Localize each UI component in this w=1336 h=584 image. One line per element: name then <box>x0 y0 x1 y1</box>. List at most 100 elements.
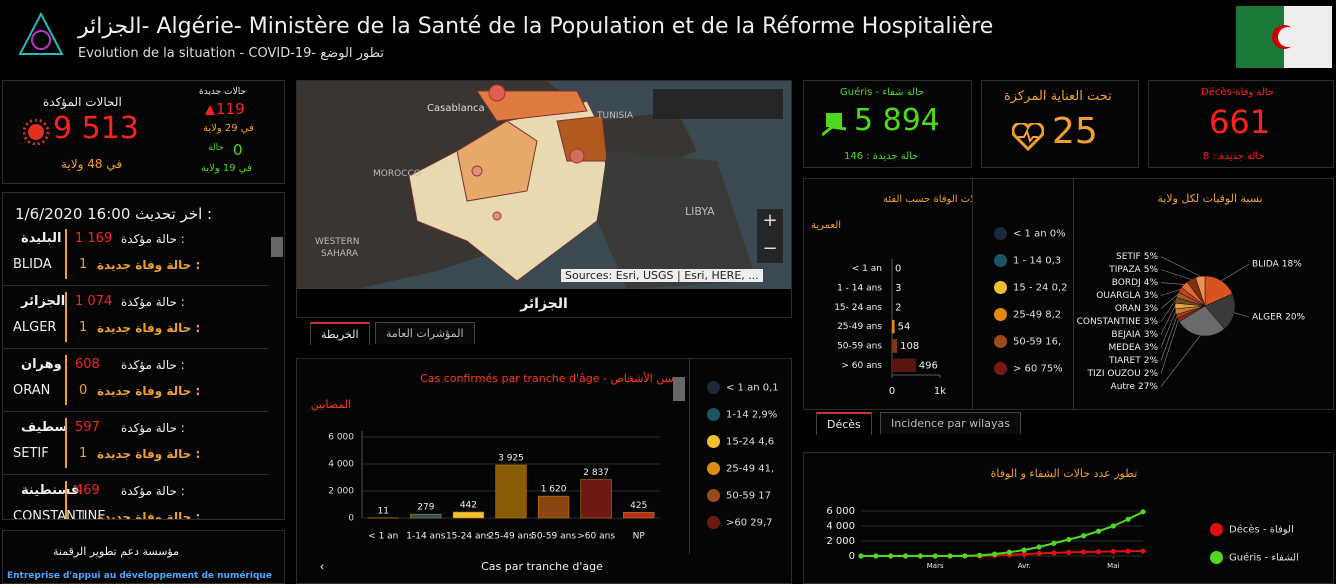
new-deaths: 0 <box>79 383 88 398</box>
scrollbar[interactable] <box>673 377 685 401</box>
point <box>1095 528 1102 534</box>
cases-label: حالة مؤكدة : <box>121 421 185 435</box>
wilaya-fr: ALGER <box>13 320 57 335</box>
legend-swatch <box>707 489 720 502</box>
y-tick-label: < 1 an <box>852 264 882 274</box>
cases: 597 <box>75 420 100 435</box>
legend-label: < 1 an 0,1 <box>726 382 779 394</box>
recovered-value: 5 894 <box>854 103 940 138</box>
point <box>1066 536 1072 543</box>
wilaya-ar: سطيف <box>21 420 68 435</box>
header: الجزائر- Algérie- Ministère de la Santé … <box>0 0 1336 72</box>
deaths-new: حالة جديدة : 8 <box>1203 151 1265 162</box>
bar <box>580 479 612 519</box>
value-label: 279 <box>417 503 434 513</box>
legend-item: 50-59 17 <box>707 489 771 502</box>
x-label: Cas par tranche d'age <box>481 560 603 573</box>
legend-swatch <box>994 281 1007 294</box>
deaths-label: حالة وفاة جديدة : <box>97 384 201 398</box>
legend-item: 25-49 41, <box>707 462 774 475</box>
leader <box>1234 312 1250 318</box>
legend-swatch <box>1210 551 1223 564</box>
deaths-panel: Décès-حالة وفاة 661 حالة جديدة : 8 <box>1148 80 1334 168</box>
title: الجزائر- Algérie- Ministère de la Santé … <box>78 14 994 39</box>
death-age-chart: حالات الوفاة حسب الفئة العمرية 0 1k 0 < 1 a… <box>811 194 972 397</box>
x-tick-label: Avr. <box>1018 562 1031 570</box>
legend-label: 50-59 16, <box>1013 336 1062 348</box>
legend-item: 25-49 8,2 <box>994 308 1061 321</box>
age-chart: Cas confirmés par tranche d'âge - سن الأ… <box>311 371 770 574</box>
leader <box>1160 269 1192 280</box>
slice-label: BLIDA <box>1252 260 1280 270</box>
slice-label: ORAN <box>1115 304 1141 314</box>
new-deaths-value: 0 <box>233 141 243 159</box>
bar <box>892 358 916 373</box>
tab[interactable]: الخريطة <box>310 322 370 345</box>
point <box>1110 523 1116 529</box>
slice-value: 5% <box>1144 252 1159 262</box>
x-tick-label: 1k <box>934 386 946 397</box>
value-label: 3 <box>895 283 901 294</box>
point <box>888 553 894 559</box>
leader <box>1160 335 1201 387</box>
recovered-label: Guéris - حالة شفاء <box>840 87 925 98</box>
y-tick-label: 0 <box>849 551 855 562</box>
bar <box>410 513 442 519</box>
legend-swatch <box>1210 523 1223 536</box>
legend-swatch <box>707 462 720 475</box>
slice-value: 2% <box>1144 369 1159 379</box>
legend-swatch <box>707 435 720 448</box>
legend-swatch <box>994 308 1007 321</box>
wilaya-ar: الجزائر <box>21 294 66 309</box>
y-tick-label: 2 000 <box>328 487 354 497</box>
tab[interactable]: المؤشرات العامة <box>375 322 475 344</box>
map-label: Casablanca <box>427 103 485 114</box>
x-tick-label: 50-59 ans <box>531 532 576 542</box>
y-tick-label: 4 000 <box>328 460 354 470</box>
cases: 608 <box>75 357 100 372</box>
point <box>1081 533 1087 539</box>
bar <box>537 495 570 519</box>
point <box>1021 551 1027 557</box>
point <box>1081 549 1087 555</box>
x-tick-label: 15-24 ans <box>446 532 491 542</box>
line-chart: تطور عدد حالات الشفاء و الوفاة 0 2 000 4 0… <box>826 467 1146 570</box>
y-tick-label: 4 000 <box>826 521 855 532</box>
legend-item: Décès - الوفاة <box>1210 523 1294 536</box>
map-label: LIBYA <box>685 205 715 218</box>
subtitle: Evolution de la situation - COVID-19- تط… <box>78 46 384 61</box>
cases-label: حالة مؤكدة : <box>121 358 185 372</box>
legend-swatch <box>994 335 1007 348</box>
recovered-panel: Guéris - حالة شفاء 5 894 حالة جديدة : 14… <box>803 80 972 168</box>
leader <box>1160 311 1176 348</box>
wilaya-row: قسنطينة CONSTANTINE 469 حالة مؤكدة : 1 حالة و… <box>3 475 269 520</box>
new-deaths-label: حالة <box>208 143 224 153</box>
slice-label: MEDEA <box>1108 343 1141 353</box>
line-panel: تطور عدد حالات الشفاء و الوفاة 0 2 000 4 0… <box>803 452 1334 584</box>
deaths-label: حالة وفاة جديدة : <box>97 447 201 461</box>
wilaya-fr: CONSTANTINE <box>13 509 106 520</box>
value-label: 2 837 <box>583 468 609 478</box>
scrollbar[interactable] <box>271 237 283 257</box>
value-label: 496 <box>919 360 938 371</box>
chart-title: Cas confirmés par tranche d'âge - سن الأ… <box>420 371 674 385</box>
chart-title: نسبة الوفيات لكل ولاية <box>1157 192 1262 205</box>
map-source: Sources: Esri, USGS | Esri, HERE, ... <box>561 269 763 282</box>
bar <box>892 339 898 353</box>
divider <box>65 292 67 342</box>
wilaya-row: البليدة BLIDA 1 169 حالة مؤكدة : 1 حالة وفاة … <box>3 223 269 286</box>
tab[interactable]: Décès <box>816 412 872 435</box>
y-tick-label: 25-49 ans <box>837 322 882 332</box>
slice-value: 18% <box>1282 260 1302 270</box>
tab[interactable]: Incidence par wilayas <box>880 412 1021 434</box>
svg-text:+: + <box>762 210 777 231</box>
divider <box>65 229 67 279</box>
x-tick-label: NP <box>633 532 646 542</box>
leader <box>1160 256 1201 277</box>
legend-label: < 1 an 0% <box>1013 228 1066 240</box>
wilaya-list: 1/6/2020 16:00 اخر تحديث : البليدة BLIDA 1… <box>2 192 285 520</box>
icu-label: تحت العناية المركزة <box>1004 89 1112 104</box>
slice-label: Autre <box>1111 382 1136 392</box>
point <box>977 552 983 558</box>
slice-label: TIARET <box>1108 356 1141 366</box>
